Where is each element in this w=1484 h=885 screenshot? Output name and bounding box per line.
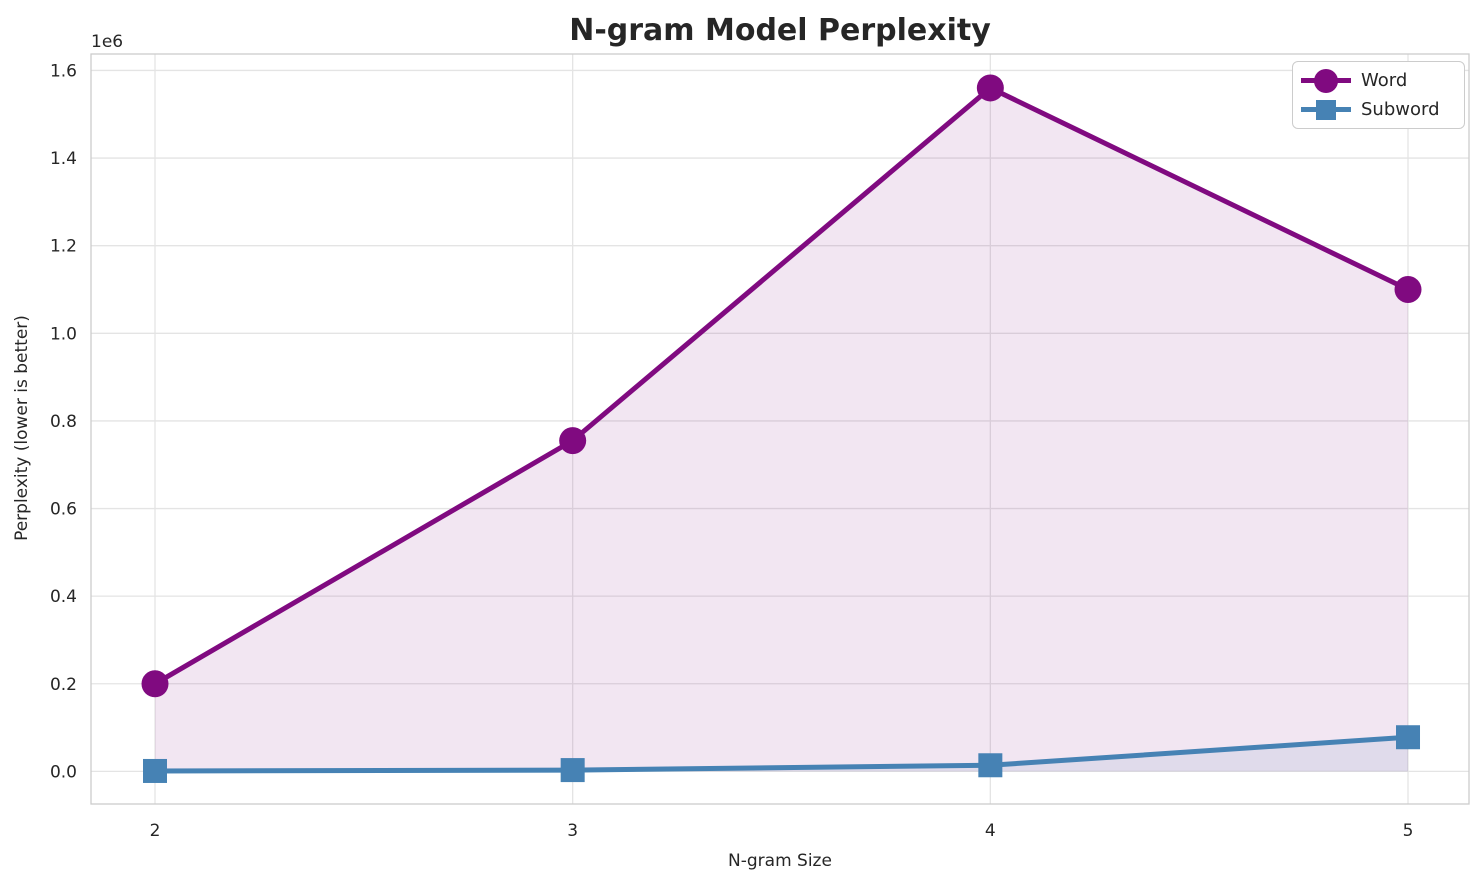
gridlines	[91, 54, 1469, 804]
legend: Word Subword	[1292, 61, 1465, 129]
y-tick-label: 1.0	[50, 324, 77, 344]
y-tick-label: 0.8	[50, 412, 77, 432]
y-tick-label: 0.6	[50, 500, 77, 520]
y-tick-label: 1.4	[50, 149, 77, 169]
y-tick-label: 1.2	[50, 237, 77, 257]
x-tick-label: 5	[1403, 821, 1414, 841]
subword-data-point	[560, 758, 585, 783]
subword-area-fill	[155, 737, 1409, 772]
series-lines	[141, 74, 1422, 783]
word-data-point	[976, 74, 1004, 102]
chart-title: N-gram Model Perplexity	[569, 13, 991, 48]
tick-labels: 0.0 0.2 0.4 0.6 0.8 1.0 1.2 1.4 1.6 2 3 4 5	[50, 61, 1413, 841]
y-axis-offset-label: 1e6	[91, 32, 123, 52]
legend-item-subword: Subword	[1301, 95, 1456, 124]
word-data-point	[1394, 275, 1422, 303]
word-line	[152, 85, 1411, 687]
subword-data-point	[978, 753, 1003, 778]
x-tick-label: 4	[985, 821, 996, 841]
word-area-fill	[155, 87, 1409, 772]
word-data-point	[141, 670, 169, 698]
word-circle-marker-icon	[1301, 68, 1351, 94]
x-tick-label: 2	[150, 821, 161, 841]
area-fills	[155, 87, 1409, 772]
legend-label-subword: Subword	[1361, 98, 1440, 120]
x-axis-label: N-gram Size	[728, 851, 832, 871]
subword-line	[152, 734, 1411, 774]
x-tick-label: 3	[567, 821, 578, 841]
subword-data-point	[1396, 725, 1421, 750]
y-tick-label: 0.0	[50, 762, 77, 782]
legend-label-word: Word	[1361, 69, 1408, 91]
legend-item-word: Word	[1301, 66, 1456, 95]
y-tick-label: 0.4	[50, 587, 77, 607]
y-axis-label: Perplexity (lower is better)	[12, 315, 32, 541]
subword-square-marker-icon	[1301, 97, 1351, 123]
subword-data-point	[143, 758, 167, 783]
plot-frame	[90, 53, 1470, 805]
y-tick-label: 1.6	[50, 61, 77, 81]
y-tick-label: 0.2	[50, 675, 77, 695]
word-data-point	[559, 427, 587, 455]
